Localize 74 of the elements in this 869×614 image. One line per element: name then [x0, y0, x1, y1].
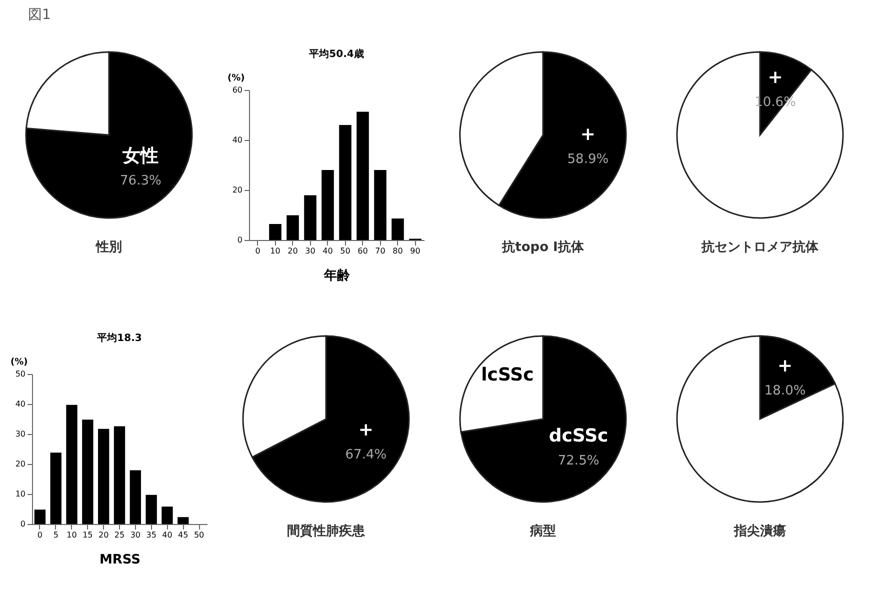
y-tick-label: 30 — [15, 430, 26, 438]
x-tick-label: 40 — [162, 530, 172, 540]
bar — [304, 195, 316, 240]
data-label: 76.3% — [120, 173, 161, 188]
slice-label: + — [580, 124, 595, 145]
bar — [286, 215, 299, 240]
bar — [339, 125, 352, 240]
bar — [50, 452, 62, 524]
x-tick-label: 20 — [98, 530, 109, 540]
text: 病型 — [528, 523, 556, 539]
x-axis-title: MRSS — [99, 552, 141, 568]
x-tick-label: 25 — [114, 530, 125, 540]
x-tick-label: 5 — [53, 530, 58, 540]
bar — [356, 112, 369, 240]
y-tick-label: 40 — [232, 136, 242, 144]
data-label: 67.4% — [344, 447, 386, 462]
bar — [98, 428, 110, 524]
slice-label: + — [358, 419, 373, 440]
slice-label: + — [767, 66, 782, 88]
data-label: 18.0% — [764, 384, 806, 399]
y-tick-label: 50 — [15, 370, 26, 378]
bar — [34, 510, 46, 524]
bar — [66, 404, 78, 524]
data-label: 72.5% — [557, 453, 599, 468]
x-tick-label: 70 — [375, 246, 386, 256]
y-axis-title: (%) — [228, 74, 245, 84]
y-tick-label: 0 — [237, 236, 242, 244]
bar — [392, 218, 404, 240]
slice-label: lcSSc — [480, 364, 534, 386]
y-tick-label: 40 — [15, 400, 26, 408]
x-tick-label: 0 — [37, 530, 42, 540]
y-tick-label: 20 — [232, 186, 242, 194]
x-tick-label: 60 — [358, 246, 368, 256]
x-tick-label: 80 — [392, 246, 403, 256]
x-tick-label: 30 — [305, 246, 316, 256]
bar — [269, 224, 282, 240]
x-tick-label: 40 — [322, 246, 333, 256]
y-tick-label: 10 — [15, 490, 26, 498]
x-tick-label: 50 — [194, 530, 204, 540]
bar — [162, 506, 173, 524]
x-tick-label: 50 — [340, 246, 350, 256]
x-tick-label: 15 — [82, 530, 93, 540]
bar — [374, 170, 386, 240]
text: 抗セントロメア抗体 — [700, 239, 819, 255]
chart-title: 平均50.4歳 — [308, 48, 364, 60]
data-label: 58.9% — [566, 152, 608, 167]
bar — [178, 517, 189, 524]
x-tick-label: 30 — [130, 530, 141, 540]
x-tick-label: 10 — [66, 530, 77, 540]
chart-title: 平均18.3 — [96, 332, 142, 344]
y-tick-label: 60 — [232, 86, 242, 94]
slice-label: + — [777, 356, 792, 377]
text: 抗topo I抗体 — [500, 239, 584, 255]
bar — [322, 170, 334, 240]
x-tick-label: 45 — [178, 530, 188, 540]
slice-label: dcSSc — [548, 425, 608, 446]
x-tick-label: 0 — [255, 246, 260, 256]
bar — [82, 420, 94, 524]
text: 間質性肺疾患 — [286, 523, 366, 539]
text: 指尖潰瘍 — [732, 523, 786, 539]
x-tick-label: 10 — [270, 246, 280, 256]
y-tick-label: 20 — [15, 460, 26, 468]
y-axis-title: (%) — [10, 358, 28, 368]
x-axis-title: 年齢 — [323, 268, 351, 284]
bar — [146, 494, 157, 524]
x-tick-label: 35 — [146, 530, 156, 540]
text: 性別 — [94, 240, 122, 255]
bar — [130, 470, 141, 524]
y-tick-label: 0 — [20, 520, 26, 528]
x-tick-label: 90 — [410, 246, 420, 256]
x-tick-label: 20 — [288, 246, 298, 256]
chart-title: 図1 — [28, 6, 51, 25]
slice-label: 女性 — [121, 145, 158, 166]
bar — [114, 426, 126, 524]
